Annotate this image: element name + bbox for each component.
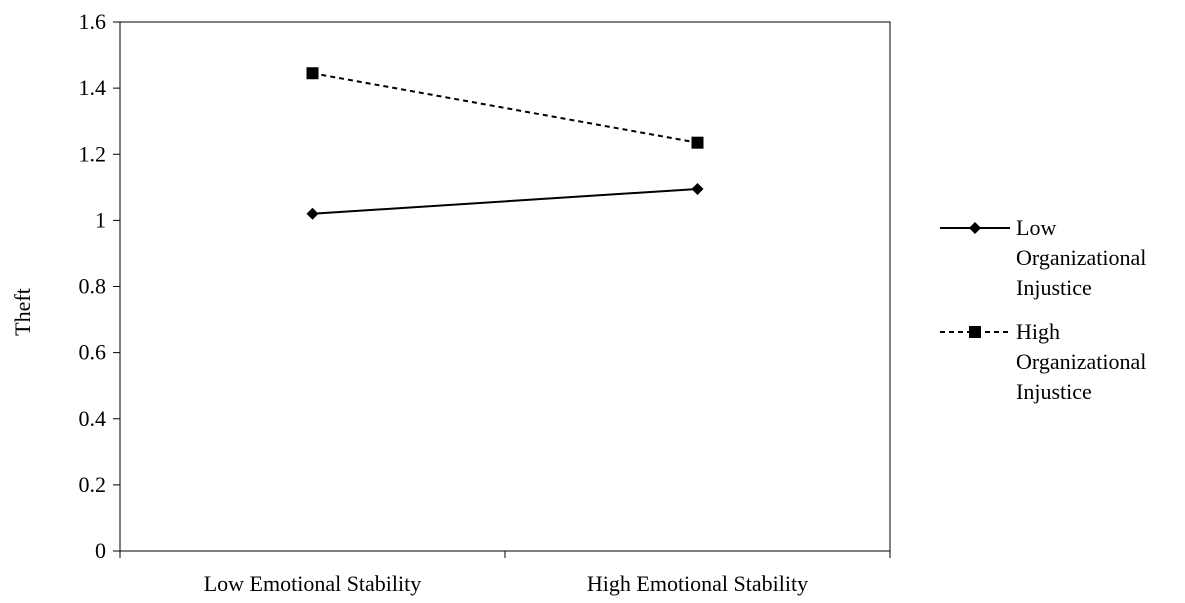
y-axis-title: Theft	[10, 288, 35, 336]
x-tick-label: High Emotional Stability	[587, 571, 808, 596]
legend-item: High Organizational Injustice	[940, 319, 1146, 404]
series-line	[312, 72, 698, 144]
series-low-organizational-injustice	[306, 182, 704, 220]
data-point	[306, 207, 319, 220]
y-tick-label: 0.6	[79, 340, 107, 365]
data-point	[691, 182, 704, 195]
x-tick-label: Low Emotional Stability	[204, 571, 422, 596]
y-tick-label: 0.4	[79, 406, 107, 431]
x-axis: Low Emotional Stability High Emotional St…	[119, 551, 891, 596]
legend-marker	[969, 222, 981, 234]
legend-marker	[969, 326, 981, 338]
y-tick-label: 0.2	[79, 472, 107, 497]
plot-area	[119, 21, 891, 552]
y-tick-label: 0	[95, 538, 106, 563]
data-point	[306, 67, 319, 80]
data-point	[691, 136, 704, 149]
series-line	[312, 187, 698, 215]
legend-label: Injustice	[1016, 379, 1092, 404]
series-high-organizational-injustice	[306, 67, 704, 149]
legend-item: Low Organizational Injustice	[940, 215, 1146, 300]
y-tick-label: 1.4	[79, 75, 107, 100]
legend-label: High	[1016, 319, 1060, 344]
legend-label: Low	[1016, 215, 1056, 240]
legend-label: Injustice	[1016, 275, 1092, 300]
y-tick-label: 0.8	[79, 274, 107, 299]
y-axis: 0 0.2 0.4 0.6 0.8 1 1.2 1.4 1.6	[79, 9, 120, 563]
legend: Low Organizational Injustice High Organizati…	[940, 215, 1146, 404]
y-tick-label: 1.2	[79, 141, 107, 166]
y-tick-label: 1	[95, 207, 106, 232]
legend-label: Organizational	[1016, 349, 1146, 374]
series-layer	[306, 67, 704, 220]
legend-label: Organizational	[1016, 245, 1146, 270]
y-tick-label: 1.6	[79, 9, 107, 34]
